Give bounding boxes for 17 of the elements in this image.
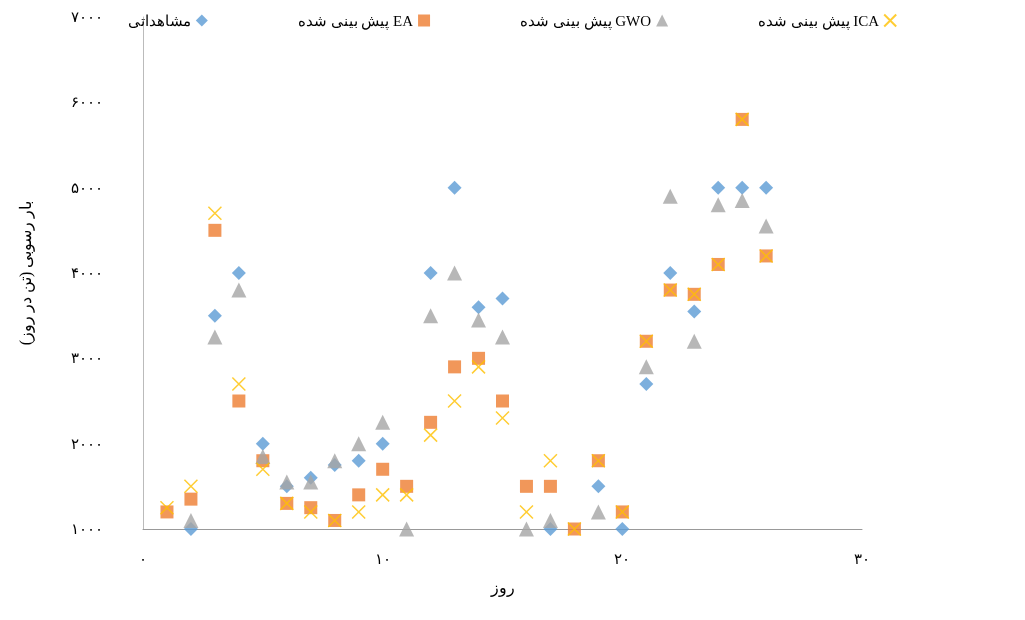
x-axis-title: روز xyxy=(489,578,515,597)
y-tick-label: ۳۰۰۰ xyxy=(71,350,103,367)
legend-label: پیش بینی شده GWO xyxy=(520,12,652,30)
x-tick-label: ۱۰ xyxy=(374,550,391,567)
y-tick-label: ۶۰۰۰ xyxy=(71,94,103,111)
y-tick-label: ۲۰۰۰ xyxy=(71,435,103,452)
y-tick-label: ۵۰۰۰ xyxy=(71,179,103,196)
y-tick-label: ۱۰۰۰ xyxy=(71,521,103,537)
y-tick-label: ۴۰۰۰ xyxy=(71,265,103,281)
x-tick-label: ۰ xyxy=(139,550,147,567)
legend-label: پیش بینی شده EA xyxy=(297,12,414,30)
legend-label: پیش بینی شده ICA xyxy=(758,12,880,30)
x-tick-label: ۲۰ xyxy=(614,550,631,567)
x-tick-label: ۳۰ xyxy=(854,550,870,567)
legend-label: مشاهداتی xyxy=(127,12,191,29)
y-axis-title: بار رسوبی (تن در روز) xyxy=(16,200,35,346)
y-tick-label: ۷۰۰۰ xyxy=(71,9,103,25)
